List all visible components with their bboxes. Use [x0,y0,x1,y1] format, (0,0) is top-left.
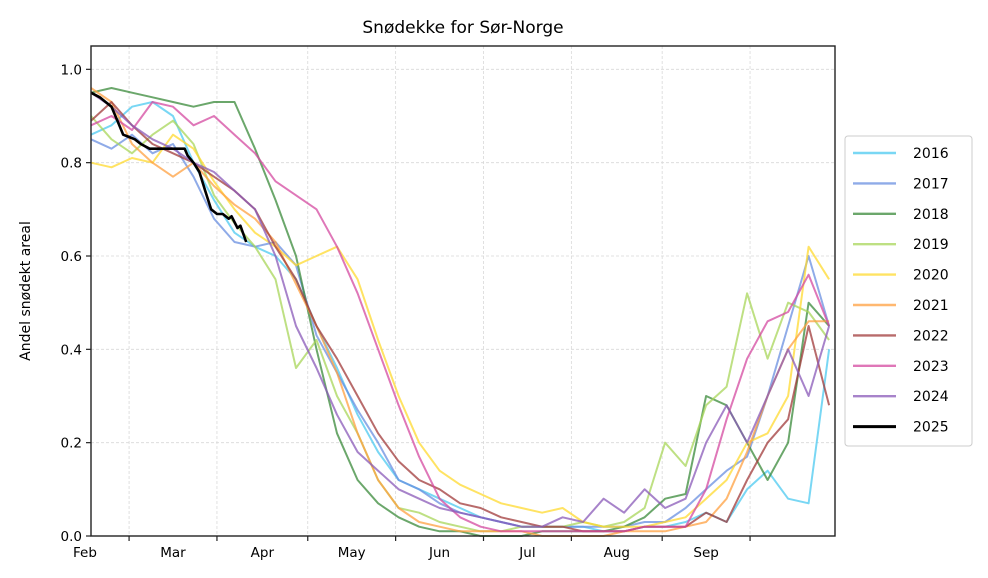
y-tick-label: 0.4 [61,342,82,358]
series-line-2018 [90,87,830,537]
legend-label-2020: 2020 [913,268,949,284]
series-line-2024 [90,91,831,528]
series-line-2019 [90,115,830,533]
x-month-label: Apr [251,545,275,561]
legend-label-2017: 2017 [913,176,949,192]
x-month-label: Mar [160,545,186,561]
series-lines [90,87,831,537]
series-line-2022 [90,101,831,533]
legend-label-2025: 2025 [913,420,949,436]
x-axis: Feb Mar Apr May Jun Jul Aug Sep [73,536,751,561]
y-tick-label: 0.2 [61,436,82,452]
x-month-label: Aug [604,545,630,561]
series-line-2017 [90,133,831,528]
legend-label-2018: 2018 [913,207,949,223]
x-month-label: Sep [693,545,718,561]
legend-label-2024: 2024 [913,389,949,405]
series-line-2021 [90,87,830,537]
y-tick-label: 1.0 [61,62,82,78]
legend: 2016 2017 2018 2019 2020 2021 2022 2023 2024 2025 [844,135,973,447]
y-tick-label: 0.8 [61,156,82,172]
grid [91,46,835,537]
x-month-label: Jul [518,545,535,561]
legend-label-2023: 2023 [913,359,949,375]
x-month-label: Jun [428,545,450,561]
legend-label-2021: 2021 [913,298,949,314]
x-month-label: May [338,545,366,561]
y-tick-label: 0.6 [61,249,82,265]
series-line-2020 [90,133,830,528]
y-axis-label: Andel snødekt areal [18,221,34,361]
y-tick-label: 0.0 [61,529,82,545]
plot-frame [90,45,836,537]
legend-label-2022: 2022 [913,328,949,344]
chart-title: Snødekke for Sør-Norge [362,18,563,38]
legend-label-2019: 2019 [913,237,949,253]
y-axis: 0.0 0.2 0.4 0.6 0.8 1.0 [61,62,91,545]
series-line-2025 [90,91,248,243]
series-line-2023 [90,101,831,533]
legend-label-2016: 2016 [913,146,949,162]
x-month-label: Feb [73,545,97,561]
